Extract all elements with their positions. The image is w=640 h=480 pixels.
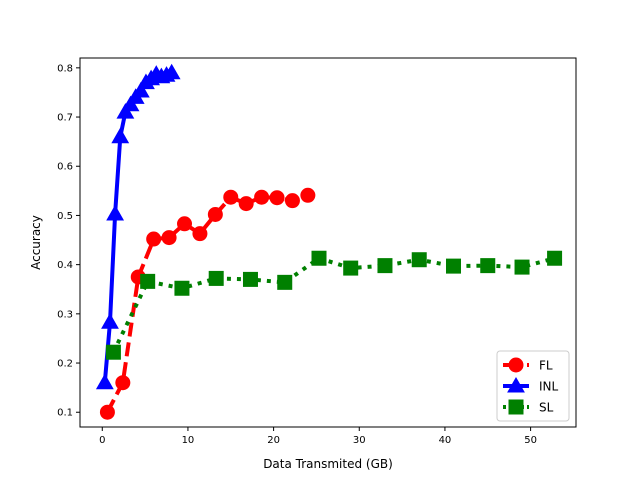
data-point-sl <box>208 270 224 286</box>
axes-frame <box>79 57 577 428</box>
data-point-fl <box>269 190 285 206</box>
data-point-inl <box>106 204 125 221</box>
data-point-fl <box>161 230 177 246</box>
data-point-sl <box>445 258 461 274</box>
data-point-sl <box>411 252 427 268</box>
legend-entry-sl: SL <box>503 399 554 415</box>
data-point-inl <box>162 63 181 80</box>
y-tick-label: 0.3 <box>57 309 73 320</box>
data-point-sl <box>174 280 190 296</box>
legend-marker <box>508 399 524 415</box>
data-point-inl <box>101 313 119 329</box>
x-tick-label: 30 <box>353 435 366 446</box>
y-tick-label: 0.2 <box>57 359 73 370</box>
y-tick-label: 0.8 <box>57 63 73 74</box>
data-point-fl <box>177 216 193 232</box>
data-point-fl <box>207 206 223 222</box>
axis-ticks: 0 10 20 30 40 50 0.1 0.2 0.3 0.4 0.5 0.6 0.7 0.8 <box>57 63 537 446</box>
data-point-sl <box>277 274 293 290</box>
data-point-sl <box>343 260 359 276</box>
data-point-fl <box>192 226 208 242</box>
legend-marker <box>508 357 524 373</box>
y-axis-label: Accuracy <box>29 215 43 270</box>
legend: FL INL SL <box>496 350 570 422</box>
plot-area <box>95 63 563 420</box>
legend-label: INL <box>539 380 559 394</box>
data-point-fl <box>238 196 254 212</box>
series-sl <box>105 250 563 360</box>
series-inl <box>95 63 181 390</box>
data-point-fl <box>284 193 300 209</box>
legend-marker <box>507 376 525 393</box>
data-point-sl <box>514 259 530 275</box>
data-point-sl <box>242 271 258 287</box>
data-point-fl <box>223 189 239 205</box>
legend-label: FL <box>539 359 553 373</box>
data-point-sl <box>311 250 327 266</box>
y-tick-label: 0.1 <box>57 408 73 419</box>
data-point-fl <box>254 189 270 205</box>
series-fl <box>99 187 316 420</box>
legend-label: SL <box>539 401 554 415</box>
data-point-inl <box>131 81 150 98</box>
data-point-fl <box>146 231 162 247</box>
x-tick-label: 50 <box>524 435 537 446</box>
data-point-sl <box>377 258 393 274</box>
y-tick-label: 0.5 <box>57 211 73 222</box>
data-point-inl <box>111 127 130 144</box>
y-tick-label: 0.4 <box>57 260 73 271</box>
x-axis-label: Data Transmited (GB) <box>263 457 393 471</box>
data-point-sl <box>140 273 156 289</box>
data-point-sl <box>105 344 121 360</box>
data-point-fl <box>300 187 316 203</box>
x-tick-label: 10 <box>182 435 195 446</box>
data-point-fl <box>115 375 131 391</box>
x-tick-label: 40 <box>439 435 452 446</box>
data-point-sl <box>547 250 563 266</box>
data-point-inl <box>95 373 114 390</box>
legend-entry-inl: INL <box>503 376 559 394</box>
legend-entry-fl: FL <box>503 357 553 373</box>
y-tick-label: 0.7 <box>57 113 73 124</box>
data-point-sl <box>480 258 496 274</box>
data-point-fl <box>99 404 115 420</box>
x-tick-label: 20 <box>267 435 280 446</box>
x-tick-label: 0 <box>99 435 105 446</box>
y-tick-label: 0.6 <box>57 162 73 173</box>
